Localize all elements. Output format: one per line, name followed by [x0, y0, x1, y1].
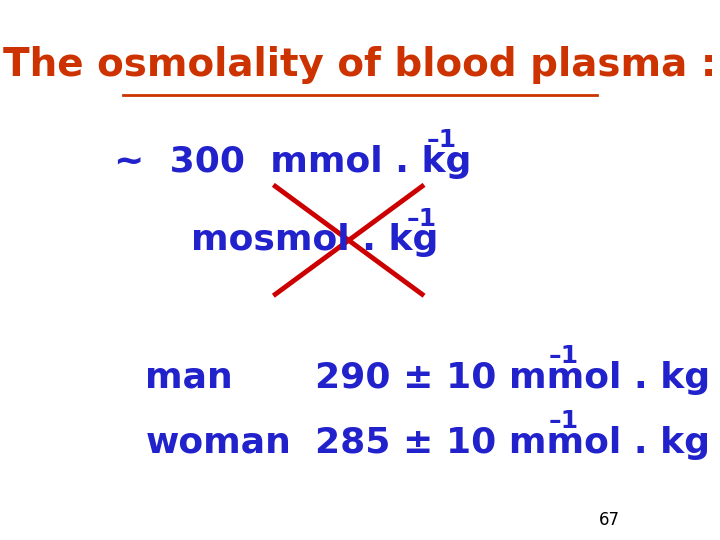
Text: –1: –1 [548, 345, 578, 368]
Text: 290 ± 10 mmol . kg: 290 ± 10 mmol . kg [315, 361, 710, 395]
Text: 67: 67 [599, 511, 620, 529]
Text: ~  300  mmol . kg: ~ 300 mmol . kg [114, 145, 471, 179]
Text: –1: –1 [427, 129, 457, 152]
Text: mosmol . kg: mosmol . kg [191, 224, 438, 257]
Text: woman: woman [145, 426, 292, 460]
Text: –1: –1 [407, 207, 437, 231]
Text: –1: –1 [548, 409, 578, 433]
Text: man: man [145, 361, 233, 395]
Text: The osmolality of blood plasma :: The osmolality of blood plasma : [4, 46, 716, 84]
Text: 285 ± 10 mmol . kg: 285 ± 10 mmol . kg [315, 426, 710, 460]
